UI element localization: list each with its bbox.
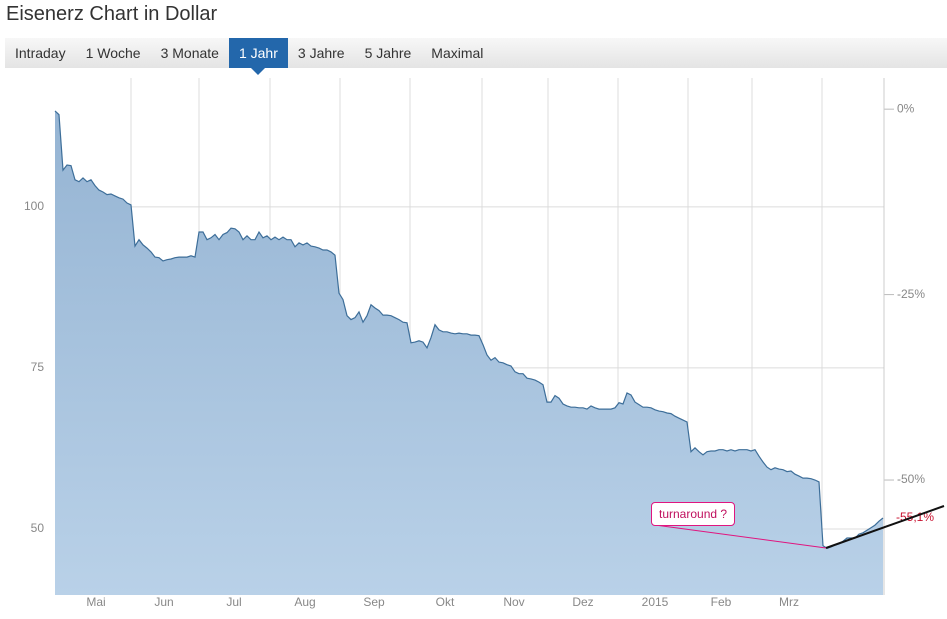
line	[54, 110, 884, 549]
y2-tick-label: -50%	[897, 472, 925, 486]
page-title: Eisenerz Chart in Dollar	[6, 3, 218, 25]
x-tick-label: Jul	[226, 595, 241, 609]
y-tick-label: 50	[31, 521, 45, 535]
tab[interactable]: 1 Woche	[85, 45, 141, 61]
x-tick-label: Jun	[154, 595, 173, 609]
y2-tick-label: -25%	[897, 287, 925, 301]
x-tick-label: Aug	[294, 595, 315, 609]
area-fill	[55, 110, 883, 596]
callout-pointer	[654, 524, 827, 549]
last-value-box	[892, 509, 944, 526]
annotation: turnaround ?	[651, 502, 736, 526]
y2-tick-label: 0%	[897, 101, 915, 115]
x-tick-label: Mai	[86, 595, 105, 609]
x-tick-label: Okt	[436, 595, 455, 609]
x-tick-label: Feb	[711, 595, 732, 609]
trend-line	[825, 505, 945, 549]
tab[interactable]: 3 Monate	[160, 45, 219, 61]
tab-bar: Intraday 1 Woche 3 Monate 1 Jahr 3 Jahre 5 Ja…	[5, 38, 947, 75]
tab[interactable]: 1 Jahr	[228, 38, 288, 75]
tab[interactable]: Maximal	[431, 45, 484, 61]
x-tick-label: Mrz	[779, 595, 799, 609]
tab[interactable]: Intraday	[15, 45, 66, 61]
tab[interactable]: 3 Jahre	[297, 45, 345, 61]
x-tick-label: Sep	[363, 595, 385, 609]
x-tick-label: Nov	[503, 595, 524, 609]
x-tick-label: Dez	[572, 595, 593, 609]
y-tick-label: 100	[24, 199, 44, 213]
x-tick-label: 2015	[642, 595, 669, 609]
y-tick-label: 75	[31, 360, 45, 374]
tab[interactable]: 5 Jahre	[364, 45, 412, 61]
